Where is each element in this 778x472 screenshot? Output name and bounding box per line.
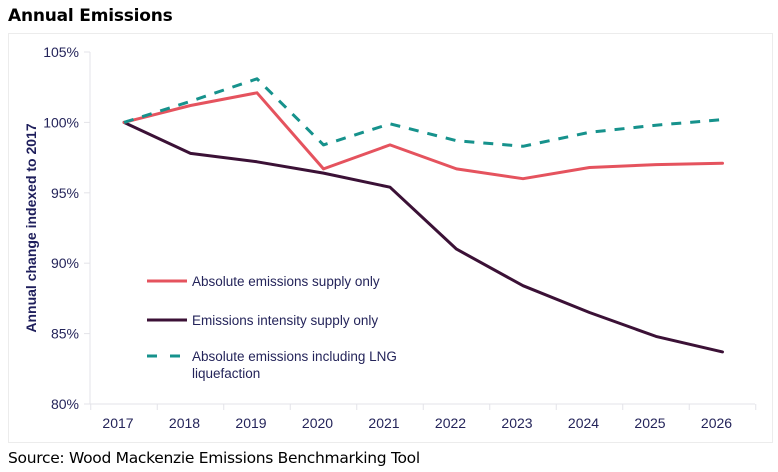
x-tick-label: 2023	[501, 415, 532, 431]
x-tick-label: 2026	[701, 415, 732, 431]
x-tick-label: 2017	[102, 415, 133, 431]
series-group	[122, 77, 724, 354]
y-tick-label: 95%	[51, 185, 79, 201]
x-tick-label: 2025	[634, 415, 665, 431]
chart-frame	[8, 33, 773, 443]
y-tick-label: 90%	[51, 255, 79, 271]
y-tick-label: 85%	[51, 326, 79, 342]
chart-title: Annual Emissions	[8, 6, 173, 26]
series-line-1	[122, 91, 724, 181]
x-tick-label: 2020	[302, 415, 333, 431]
x-tick-label: 2021	[368, 415, 399, 431]
legend-label-3: liquefaction	[192, 366, 260, 381]
x-tick-label: 2018	[169, 415, 200, 431]
y-axis: 80% 85% 90% 95% 100% 105%	[43, 44, 91, 412]
x-axis: 2017 2018 2019 2020 2021 2022 2023 2024 2025 2026	[90, 403, 757, 431]
legend-label-3: Absolute emissions including LNG	[192, 349, 397, 364]
x-tick-label: 2022	[435, 415, 466, 431]
x-tick-label: 2019	[235, 415, 266, 431]
x-tick-label: 2024	[568, 415, 599, 431]
series-line-2	[122, 120, 724, 354]
legend-label-1: Absolute emissions supply only	[192, 274, 380, 289]
series-line-3	[123, 77, 723, 148]
y-axis-label: Annual change indexed to 2017	[23, 123, 39, 332]
legend-label-2: Emissions intensity supply only	[192, 313, 378, 328]
y-tick-label: 80%	[51, 396, 79, 412]
source-note: Source: Wood Mackenzie Emissions Benchma…	[8, 449, 420, 467]
y-tick-label: 100%	[43, 114, 79, 130]
y-tick-label: 105%	[43, 44, 79, 60]
legend: Absolute emissions supply only Emissions …	[147, 274, 397, 381]
